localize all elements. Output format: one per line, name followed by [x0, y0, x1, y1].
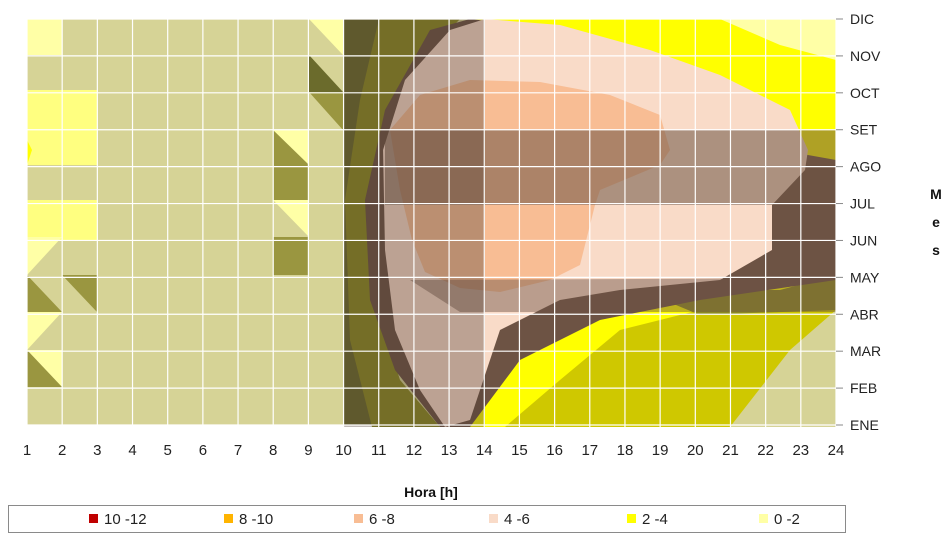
region-left-tri-1	[27, 237, 62, 275]
x-axis-ticks: 1 2 3 4 5 6 7 8 9 10 11 12 13 14 15 16 17 18 19 20 21 22 23 24	[23, 442, 845, 459]
legend-item: 0 -2	[759, 512, 800, 528]
y-tick-label: ENE	[850, 417, 879, 433]
x-tick-label: 3	[93, 442, 101, 459]
legend-label: 6 -8	[369, 511, 395, 528]
x-tick-label: 21	[722, 442, 739, 459]
x-tick-label: 22	[757, 442, 774, 459]
legend: 10 -12 8 -10 6 -8 4 -6 2 -4 0 -2	[8, 505, 846, 533]
region-col9-tri-2	[309, 55, 343, 92]
region-col9-tri-3	[309, 92, 343, 130]
region-col9-tri-1	[309, 19, 343, 55]
y-axis-label-letter: s	[932, 242, 940, 258]
legend-item: 6 -8	[354, 512, 395, 528]
x-tick-label: 24	[828, 442, 845, 459]
legend-swatch	[759, 514, 768, 523]
y-tick-label: FEB	[850, 380, 877, 396]
y-tick-label: DIC	[850, 11, 874, 27]
x-tick-label: 6	[199, 442, 207, 459]
y-tick-label: OCT	[850, 85, 880, 101]
region-left-highlight-4	[27, 140, 32, 165]
y-tick-label: AGO	[850, 159, 881, 175]
x-tick-label: 15	[511, 442, 528, 459]
y-tick-label: MAR	[850, 343, 881, 359]
region-left-tri-6	[27, 350, 62, 387]
region-left-tri-4	[27, 312, 62, 350]
x-tick-label: 9	[304, 442, 312, 459]
x-tick-label: 4	[128, 442, 136, 459]
region-olive-col	[345, 19, 460, 427]
x-tick-label: 13	[441, 442, 458, 459]
region-pale-bottom-right	[730, 310, 836, 427]
x-tick-label: 16	[546, 442, 563, 459]
x-tick-label: 5	[164, 442, 172, 459]
legend-item: 2 -4	[627, 512, 668, 528]
region-col8-tri-3	[273, 165, 309, 200]
region-pale-top-right	[720, 19, 836, 60]
legend-swatch	[489, 514, 498, 523]
y-axis-label: Mes	[930, 186, 942, 258]
legend-label: 4 -6	[504, 511, 530, 528]
region-shadow-band	[385, 130, 836, 205]
legend-label: 10 -12	[104, 511, 147, 528]
y-tick-label: MAY	[850, 269, 880, 285]
x-tick-label: 18	[617, 442, 634, 459]
x-tick-label: 12	[406, 442, 423, 459]
legend-item: 8 -10	[224, 512, 273, 528]
grid-lines	[26, 18, 843, 427]
x-tick-label: 10	[335, 442, 352, 459]
plot-area	[27, 19, 836, 427]
x-tick-label: 23	[792, 442, 809, 459]
region-shadow-band-2	[410, 278, 836, 312]
region-olive-band-2	[640, 275, 836, 315]
legend-label: 2 -4	[642, 511, 668, 528]
legend-swatch	[354, 514, 363, 523]
x-tick-label: 1	[23, 442, 31, 459]
x-tick-label: 14	[476, 442, 493, 459]
region-col8-tri-4	[273, 200, 309, 237]
x-tick-label: 8	[269, 442, 277, 459]
y-tick-label: ABR	[850, 306, 879, 322]
y-axis-label-letter: e	[932, 214, 940, 230]
region-left-tri-2	[62, 275, 97, 312]
legend-label: 0 -2	[774, 511, 800, 528]
x-tick-label: 7	[234, 442, 242, 459]
y-axis-ticks: ENE FEB MAR ABR MAY JUN JUL AGO SET OCT NOV DIC	[850, 11, 881, 433]
legend-item: 4 -6	[489, 512, 530, 528]
x-tick-label: 17	[581, 442, 598, 459]
y-tick-label: NOV	[850, 48, 881, 64]
x-tick-label: 11	[371, 442, 387, 459]
region-col8-tri-5	[273, 237, 309, 275]
x-tick-label: 20	[687, 442, 704, 459]
legend-swatch	[89, 514, 98, 523]
x-axis-label: Hora [h]	[404, 484, 458, 500]
x-tick-label: 19	[652, 442, 669, 459]
legend-swatch	[224, 514, 233, 523]
y-tick-label: JUL	[850, 196, 875, 212]
y-axis-label-letter: M	[930, 186, 942, 202]
region-col8-tri-2	[273, 130, 309, 165]
region-left-tri-3	[27, 275, 62, 312]
y-tick-label: SET	[850, 122, 878, 138]
legend-item: 10 -12	[89, 512, 147, 528]
legend-swatch	[627, 514, 636, 523]
region-left-highlight-1	[27, 19, 62, 55]
contour-chart: 1 2 3 4 5 6 7 8 9 10 11 12 13 14 15 16 17 18 19 20 21 22 23 24 …	[23, 11, 942, 500]
legend-label: 8 -10	[239, 511, 274, 528]
x-tick-label: 2	[58, 442, 66, 459]
region-khaki	[505, 290, 836, 427]
y-tick-label: JUN	[850, 232, 877, 248]
